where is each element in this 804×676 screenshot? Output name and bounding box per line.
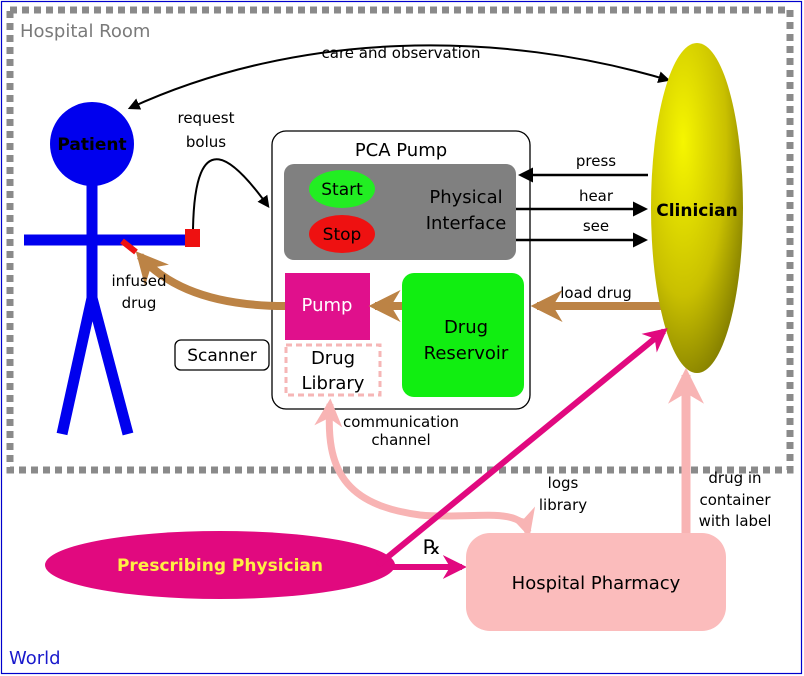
request-bolus-arrow bbox=[192, 158, 270, 230]
care-observation-label: care and observation bbox=[322, 44, 481, 62]
pump-label: Pump bbox=[302, 295, 353, 316]
drug-container-label-2: container bbox=[699, 491, 771, 509]
patient-head bbox=[50, 102, 134, 186]
request-bolus-label-1: request bbox=[177, 109, 234, 127]
request-bolus-label-2: bolus bbox=[186, 133, 226, 151]
drug-container-label-3: with label bbox=[699, 512, 772, 530]
patient-figure bbox=[24, 102, 200, 436]
clinician-node bbox=[651, 43, 743, 373]
logs-library-arrow bbox=[314, 398, 536, 538]
pca-pump-title: PCA Pump bbox=[355, 140, 447, 161]
hospital-pharmacy-label: Hospital Pharmacy bbox=[512, 573, 681, 594]
iv-port bbox=[185, 229, 200, 247]
hospital-room-frame bbox=[6, 6, 794, 474]
prescribing-physician-label: Prescribing Physician bbox=[117, 556, 323, 576]
drug-reservoir-label-1: Drug bbox=[444, 317, 488, 338]
logs-library-label-2: library bbox=[539, 496, 587, 514]
infused-drug-label-1: infused bbox=[111, 272, 166, 290]
communication-channel-label-1: communication bbox=[343, 413, 459, 431]
iv-line bbox=[120, 238, 138, 255]
communication-channel-label-2: channel bbox=[371, 431, 430, 449]
hear-label: hear bbox=[579, 187, 614, 205]
infused-drug-label-2: drug bbox=[122, 294, 157, 312]
pump-block bbox=[285, 273, 370, 340]
drug-library-block bbox=[284, 343, 382, 397]
drug-library-label-2: Library bbox=[302, 373, 365, 394]
load-drug-label: load drug bbox=[560, 284, 632, 302]
start-button-label: Start bbox=[321, 180, 363, 200]
scanner-box bbox=[174, 339, 270, 371]
prescribing-physician-node bbox=[45, 531, 395, 599]
hospital-pharmacy-node bbox=[466, 533, 726, 631]
physical-interface-label-2: Interface bbox=[426, 213, 507, 234]
see-label: see bbox=[583, 217, 609, 235]
stop-button[interactable] bbox=[309, 215, 375, 253]
logs-library-label-1: logs bbox=[548, 474, 579, 492]
infused-drug-arrow bbox=[135, 251, 286, 310]
care-observation-arrow bbox=[127, 44, 671, 110]
scanner-label: Scanner bbox=[187, 346, 257, 366]
prescription-symbol: ℞ bbox=[423, 535, 441, 559]
physician-to-clinician-arrow bbox=[376, 327, 668, 568]
world-label: World bbox=[9, 648, 61, 669]
press-label: press bbox=[576, 152, 616, 170]
physical-interface-label-1: Physical bbox=[429, 187, 502, 208]
drug-container-label-1: drug in bbox=[708, 469, 761, 487]
drug-library-label-1: Drug bbox=[311, 348, 355, 369]
start-button[interactable] bbox=[309, 170, 375, 208]
drug-reservoir-block bbox=[402, 273, 524, 397]
stop-button-label: Stop bbox=[323, 225, 362, 245]
drug-reservoir-label-2: Reservoir bbox=[424, 343, 509, 364]
hospital-room-label: Hospital Room bbox=[20, 21, 150, 42]
clinician-label: Clinician bbox=[656, 201, 738, 221]
patient-label: Patient bbox=[57, 135, 126, 155]
